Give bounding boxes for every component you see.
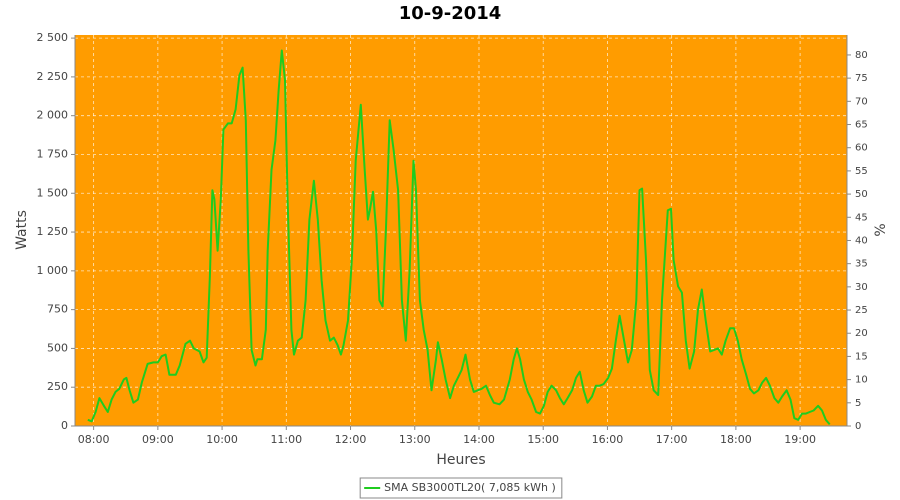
y-tick-label: 250 (47, 380, 68, 393)
y-tick-label: 2 500 (37, 31, 69, 44)
y2-tick-label: 35 (855, 259, 868, 270)
y-tick-label: 2 250 (37, 70, 69, 83)
x-tick-label: 18:00 (720, 433, 752, 446)
y-tick-label: 1 250 (37, 225, 69, 238)
y2-tick-label: 60 (855, 143, 868, 154)
y2-tick-label: 65 (855, 120, 868, 131)
x-tick-label: 14:00 (463, 433, 495, 446)
y2-tick-label: 5 (855, 398, 861, 409)
y2-tick-label: 15 (855, 351, 868, 362)
y-tick-label: 1 500 (37, 186, 69, 199)
legend-box (359, 477, 563, 499)
y2-tick-label: 0 (855, 421, 861, 432)
x-tick-label: 11:00 (270, 433, 302, 446)
y2-tick-label: 55 (855, 166, 868, 177)
data-line (87, 49, 831, 426)
y-tick-label: 750 (47, 303, 68, 316)
legend: SMA SB3000TL20( 7,085 kWh ) (359, 477, 563, 499)
y2-tick-label: 30 (855, 282, 868, 293)
y2-tick-label: 75 (855, 73, 868, 84)
x-axis-label: Heures (436, 452, 485, 468)
x-tick-label: 16:00 (592, 433, 624, 446)
y2-tick-label: 25 (855, 305, 868, 316)
y2-tick-label: 20 (855, 328, 868, 339)
plot-area (75, 35, 847, 426)
y2-tick-label: 70 (855, 96, 868, 107)
x-tick-label: 09:00 (142, 433, 174, 446)
legend-label: SMA SB3000TL20( 7,085 kWh ) (384, 481, 556, 494)
x-tick-label: 10:00 (206, 433, 238, 446)
x-tick-label: 12:00 (335, 433, 367, 446)
y2-tick-label: 45 (855, 212, 868, 223)
x-tick-label: 17:00 (656, 433, 688, 446)
y-tick-label: 1 750 (37, 147, 69, 160)
chart-title: 10-9-2014 (399, 3, 502, 24)
y-tick-label: 1 000 (37, 264, 69, 277)
y-tick-label: 0 (61, 419, 68, 432)
x-tick-label: 19:00 (784, 433, 816, 446)
y2-axis-label: % (873, 223, 889, 236)
y2-tick-label: 80 (855, 50, 868, 61)
y-axis-label: Watts (14, 210, 30, 250)
x-tick-label: 13:00 (399, 433, 431, 446)
y-tick-label: 2 000 (37, 109, 69, 122)
y2-tick-label: 40 (855, 235, 868, 246)
y2-tick-label: 10 (855, 375, 868, 386)
y-tick-label: 500 (47, 341, 68, 354)
y2-tick-label: 50 (855, 189, 868, 200)
x-tick-label: 15:00 (527, 433, 559, 446)
x-tick-label: 08:00 (78, 433, 110, 446)
